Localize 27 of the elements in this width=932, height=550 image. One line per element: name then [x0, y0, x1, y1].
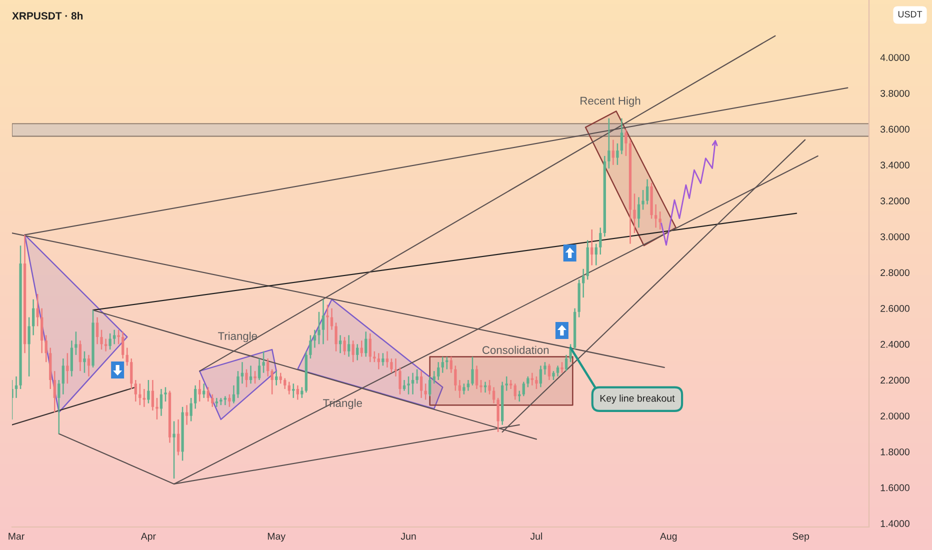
y-tick-label: 2.4000	[880, 340, 910, 348]
y-tick-label: 3.0000	[880, 233, 910, 240]
y-tick-label: 2.8000	[880, 269, 910, 276]
x-tick-label: Mar	[8, 532, 24, 540]
x-tick-label: Apr	[140, 532, 156, 542]
x-tick-label: Sep	[792, 532, 810, 542]
annotation: Triangle	[218, 332, 258, 342]
y-tick-label: 3.6000	[880, 126, 910, 133]
y-axis-title: USDT	[898, 11, 922, 18]
text: XRPUSDT · 8h	[12, 12, 83, 20]
x-tick-label: Aug	[660, 532, 677, 542]
y-tick-label: 3.2000	[880, 197, 910, 204]
annotation: Consolidation	[482, 346, 549, 354]
y-tick-label: 2.6000	[880, 305, 910, 312]
y-tick-label: 2.2000	[880, 376, 910, 384]
y-tick-label: 1.4000	[880, 520, 910, 528]
x-tick-label: May	[268, 532, 286, 542]
y-tick-label: 1.6000	[880, 484, 910, 492]
y-tick-label: 3.4000	[880, 162, 910, 169]
annotation: Key line breakout	[600, 394, 675, 404]
annotation: Recent High	[580, 96, 640, 107]
y-tick-label: 4.0000	[880, 54, 910, 61]
x-tick-label: Jul	[530, 532, 542, 540]
y-tick-label: 3.8000	[880, 90, 910, 97]
x-tick-label: Jun	[400, 532, 416, 540]
y-tick-label: 1.8000	[880, 448, 910, 456]
y-tick-label: 2.0000	[880, 412, 910, 420]
